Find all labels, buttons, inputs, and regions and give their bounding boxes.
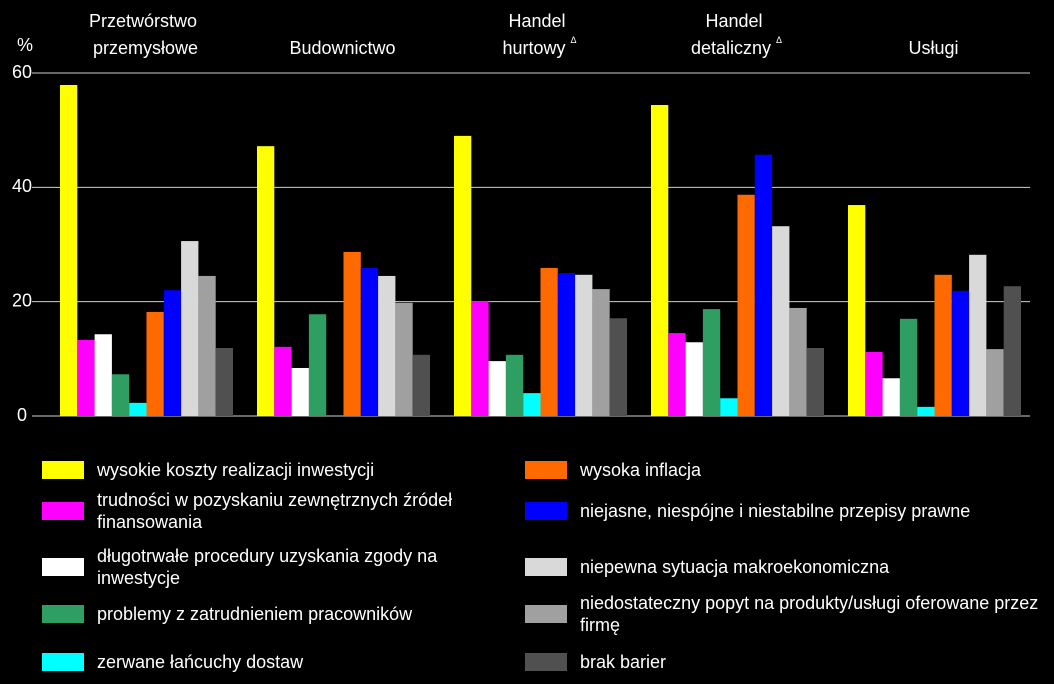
bar: [685, 342, 703, 416]
legend-item: niepewna sytuacja makroekonomiczna: [525, 545, 1054, 589]
bar: [523, 393, 541, 416]
legend-label: niepewna sytuacja makroekonomiczna: [580, 557, 890, 577]
legend-item: długotrwałe procedury uzyskania zgody na…: [42, 545, 467, 589]
bar: [668, 333, 686, 416]
legend-label: niejasne, niespójne i niestabilne przepi…: [580, 501, 971, 521]
bar: [969, 254, 987, 416]
bar: [1003, 286, 1021, 416]
legend-item: trudności w pozyskaniu zewnętrznych źród…: [42, 489, 467, 533]
category-label: Usługi: [908, 38, 958, 58]
legend-item: niejasne, niespójne i niestabilne przepi…: [525, 489, 1054, 533]
bar: [146, 311, 164, 416]
bar: [609, 318, 627, 416]
bar: [702, 309, 721, 416]
bar: [77, 339, 95, 416]
legend-item: wysokie koszty realizacji inwestycji: [42, 448, 467, 492]
bar: [505, 354, 524, 416]
bar: [215, 347, 233, 416]
bar: [848, 205, 866, 416]
y-tick-label: 0: [17, 405, 27, 425]
bar: [754, 154, 773, 416]
legend-item: wysoka inflacja: [525, 448, 1054, 492]
bar: [540, 267, 558, 416]
legend-swatch: [525, 558, 567, 576]
bar: [592, 289, 610, 416]
y-tick-label: 60: [12, 62, 32, 82]
legend-swatch: [42, 461, 84, 479]
legend-label: wysokie koszty realizacji inwestycji: [97, 460, 375, 480]
bar: [378, 275, 396, 416]
legend-item: zerwane łańcuchy dostaw: [42, 640, 467, 684]
bar: [557, 273, 576, 416]
y-axis-label: %: [17, 35, 33, 55]
bar: [343, 251, 361, 416]
bar: [934, 274, 952, 416]
legend-label: niedostateczny popyt na produkty/usługi …: [580, 593, 1039, 635]
y-tick-label: 40: [12, 176, 32, 196]
bar: [274, 346, 292, 416]
bar: [899, 318, 918, 416]
bar: [772, 226, 790, 416]
bar: [951, 290, 970, 416]
bar: [720, 398, 738, 416]
bar: [198, 275, 216, 416]
bar: [395, 302, 413, 416]
legend-label: brak barier: [580, 652, 667, 672]
legend-item: brak barier: [525, 640, 1054, 684]
bar: [917, 406, 935, 416]
legend-swatch: [42, 502, 84, 520]
legend-label: zerwane łańcuchy dostaw: [97, 652, 304, 672]
legend-swatch: [525, 502, 567, 520]
legend-label: długotrwałe procedury uzyskania zgody na…: [97, 546, 438, 588]
bar: [806, 347, 824, 416]
legend-swatch: [525, 605, 567, 623]
bar: [60, 85, 78, 416]
legend-item: problemy z zatrudnieniem pracowników: [42, 592, 467, 636]
legend-item: niedostateczny popyt na produkty/usługi …: [525, 592, 1054, 636]
y-tick-label: 20: [12, 290, 32, 310]
bar: [471, 301, 489, 416]
legend-swatch: [525, 461, 567, 479]
bar: [181, 241, 199, 416]
bar: [257, 146, 275, 416]
bar: [291, 367, 309, 416]
bar: [454, 135, 472, 416]
bar: [360, 267, 379, 416]
bar: [865, 351, 883, 416]
category-label: Handel hurtowy Δ: [502, 11, 576, 58]
legend-label: problemy z zatrudnieniem pracowników: [97, 604, 413, 624]
legend-swatch: [42, 558, 84, 576]
legend-swatch: [525, 653, 567, 671]
bar: [94, 334, 112, 416]
bar: [308, 314, 327, 416]
category-label: Budownictwo: [289, 38, 395, 58]
legend-label: trudności w pozyskaniu zewnętrznych źród…: [97, 490, 453, 532]
bar: [488, 361, 506, 416]
bar: [111, 374, 130, 416]
bar: [412, 354, 430, 416]
bar: [986, 349, 1004, 416]
bar: [575, 274, 593, 416]
bar: [651, 105, 669, 416]
chart: % 0 20 40 60 Przetwórstwo przemysłowe Budowni…: [12, 11, 1030, 425]
bar: [129, 402, 147, 416]
legend-swatch: [42, 605, 84, 623]
bar: [882, 378, 900, 416]
bar: [737, 194, 755, 416]
legend-label: wysoka inflacja: [580, 460, 702, 480]
legend-swatch: [42, 653, 84, 671]
bar: [163, 290, 182, 416]
bar: [789, 307, 807, 416]
category-label: Przetwórstwo przemysłowe: [89, 11, 202, 58]
category-label: Handel detaliczny Δ: [691, 11, 782, 58]
